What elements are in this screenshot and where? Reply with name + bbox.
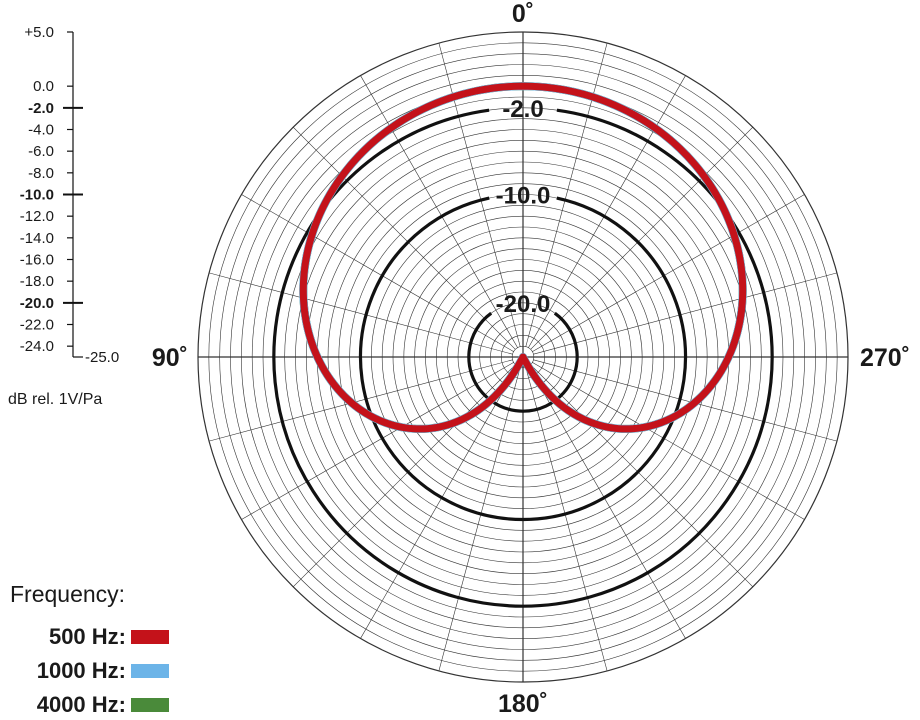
legend-swatch-4000-hz xyxy=(131,698,169,712)
series-line-500-hz xyxy=(299,82,747,433)
grid-spoke xyxy=(292,364,516,588)
scale-label: -24.0 xyxy=(20,338,54,355)
unit-label: dB rel. 1V/Pa xyxy=(8,391,102,408)
legend-label-4000-hz: 4000 Hz: xyxy=(37,692,126,717)
major-ring-10-0 xyxy=(358,196,688,522)
scale-label: -12.0 xyxy=(20,208,54,225)
grid-spoke xyxy=(241,362,514,520)
scale-label: -10.0 xyxy=(20,187,54,204)
scale-label: -20.0 xyxy=(20,295,54,312)
scale-label: -18.0 xyxy=(20,273,54,290)
grid-spoke xyxy=(360,366,518,639)
grid-spoke xyxy=(533,359,838,442)
scale-label: -2.0 xyxy=(28,100,54,117)
angle-label-0: 0˚ xyxy=(512,0,534,28)
major-ring-20-0 xyxy=(467,311,579,413)
grid-spoke xyxy=(530,364,754,588)
grid-spoke xyxy=(528,366,686,639)
angle-label-90: 90˚ xyxy=(152,344,188,372)
grid-spoke xyxy=(533,272,838,355)
legend-swatch-500-hz xyxy=(131,630,169,644)
db-scale: +5.0 0.0 -2.0 -4.0 -6.0 -8.0 -10.0 -12.0 -14.0 -1… xyxy=(20,24,119,366)
scale-label: -4.0 xyxy=(28,122,54,139)
angle-labels: 0˚ 90˚ 180˚ 270˚ xyxy=(152,0,910,718)
scale-label: +5.0 xyxy=(24,24,54,41)
scale-label: -6.0 xyxy=(28,143,54,160)
grid-spoke xyxy=(532,194,805,352)
legend-label-1000-hz: 1000 Hz: xyxy=(37,658,126,683)
grid-spoke xyxy=(530,126,754,350)
grid-spoke xyxy=(528,75,686,348)
scale-label: -25.0 xyxy=(85,349,119,366)
ring-label-10-0: -10.0 xyxy=(496,183,551,210)
grid-spoke xyxy=(208,359,513,442)
ring-label-2-0: -2.0 xyxy=(502,96,543,123)
grid-spoke xyxy=(360,75,518,348)
grid-spoke xyxy=(292,126,516,350)
scale-label: 0.0 xyxy=(33,78,54,95)
legend-swatch-1000-hz xyxy=(131,664,169,678)
legend-title: Frequency: xyxy=(10,581,125,607)
scale-label: -8.0 xyxy=(28,165,54,182)
scale-label: -14.0 xyxy=(20,230,54,247)
grid-spoke xyxy=(532,362,805,520)
ring-labels: -2.0 -10.0 -20.0 xyxy=(496,96,551,318)
legend-label-500-hz: 500 Hz: xyxy=(49,624,126,649)
scale-label: -22.0 xyxy=(20,317,54,334)
major-rings xyxy=(272,108,774,608)
grid-spoke xyxy=(525,367,608,672)
angle-label-270: 270˚ xyxy=(860,344,910,372)
polar-grid xyxy=(197,31,849,683)
legend: Frequency: 500 Hz: 1000 Hz: 4000 Hz: xyxy=(10,581,169,717)
series-group xyxy=(299,82,747,433)
grid-spoke xyxy=(241,194,514,352)
angle-label-180: 180˚ xyxy=(498,690,548,718)
grid-spoke xyxy=(438,367,521,672)
ring-label-20-0: -20.0 xyxy=(496,291,551,318)
scale-label: -16.0 xyxy=(20,252,54,269)
major-ring-2-0 xyxy=(272,108,774,608)
grid-spoke xyxy=(208,272,513,355)
